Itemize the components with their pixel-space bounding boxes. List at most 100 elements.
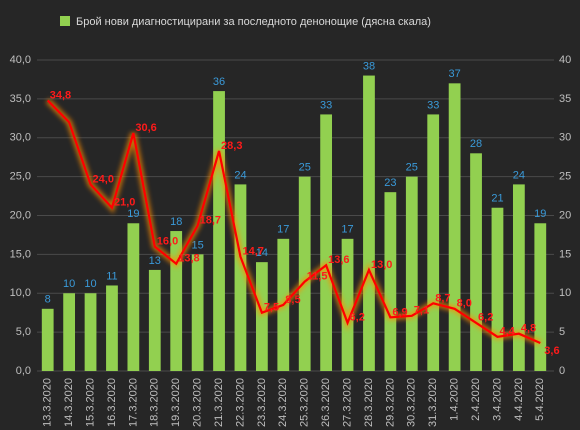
bar-value-label: 10 — [63, 278, 75, 290]
bar-value-label: 36 — [213, 76, 225, 88]
y2-tick-label: 25 — [559, 171, 571, 183]
line-value-label: 3,6 — [544, 345, 559, 357]
line-value-label: 16,0 — [157, 236, 178, 248]
x-tick-label: 19.3.2020 — [170, 378, 182, 427]
y-tick-label: 5,0 — [16, 326, 31, 338]
bar — [491, 207, 504, 371]
line-value-label: 11,5 — [307, 270, 328, 282]
x-tick-label: 13.3.2020 — [42, 378, 54, 427]
bar-value-label: 19 — [127, 208, 139, 220]
bar — [148, 269, 161, 371]
x-tick-label: 31.3.2020 — [427, 378, 439, 427]
x-tick-label: 3.4.2020 — [491, 378, 503, 421]
bar — [127, 223, 140, 371]
line-value-label: 14,7 — [242, 246, 263, 258]
bar-value-label: 17 — [341, 224, 353, 236]
legend-label: Брой нови диагностицирани за последното … — [76, 16, 431, 28]
bar — [84, 293, 97, 371]
x-tick-label: 5.4.2020 — [534, 378, 546, 421]
y2-tick-label: 30 — [559, 132, 571, 144]
line-value-label: 8,0 — [457, 298, 472, 310]
line-value-label: 21,0 — [114, 197, 135, 209]
bar — [106, 285, 118, 371]
line-value-label: 13,8 — [178, 253, 199, 265]
bar-value-label: 21 — [491, 193, 503, 205]
bar — [384, 192, 397, 371]
x-tick-label: 15.3.2020 — [84, 378, 96, 427]
bar — [512, 184, 525, 371]
x-tick-label: 25.3.2020 — [299, 378, 311, 427]
bar — [363, 75, 375, 372]
x-tick-label: 24.3.2020 — [277, 378, 289, 427]
bar-value-label: 11 — [106, 270, 117, 282]
bar — [298, 176, 311, 371]
line-value-label: 8,7 — [435, 292, 450, 304]
bar — [213, 91, 225, 371]
x-tick-label: 26.3.2020 — [320, 378, 332, 427]
bar — [41, 308, 54, 371]
bar — [170, 231, 183, 371]
bar-value-label: 15 — [192, 239, 204, 251]
y-tick-label: 35,0 — [10, 93, 31, 105]
y-tick-label: 30,0 — [10, 132, 31, 144]
bar-value-label: 33 — [320, 99, 332, 111]
y2-tick-label: 20 — [559, 209, 571, 221]
y-tick-label: 40,0 — [10, 54, 31, 66]
bar — [63, 293, 76, 371]
line-value-label: 4,4 — [499, 326, 515, 338]
line — [46, 99, 541, 345]
x-tick-label: 29.3.2020 — [384, 378, 396, 427]
line-value-label: 7,1 — [414, 305, 429, 317]
bar-value-label: 24 — [513, 169, 525, 181]
x-tick-label: 1.4.2020 — [449, 378, 461, 421]
x-tick-label: 4.4.2020 — [513, 378, 525, 421]
bar-value-label: 8 — [45, 294, 51, 306]
line-value-label: 18,7 — [200, 215, 221, 227]
bar-value-label: 17 — [277, 224, 289, 236]
y2-tick-label: 40 — [559, 54, 571, 66]
bar-value-label: 18 — [170, 216, 182, 228]
bar — [341, 238, 354, 371]
bar-value-label: 19 — [534, 208, 546, 220]
y2-tick-label: 35 — [559, 93, 571, 105]
bar-value-label: 10 — [84, 278, 96, 290]
legend-swatch — [60, 16, 70, 26]
bar-value-label: 33 — [427, 99, 439, 111]
line-value-label: 7,5 — [264, 302, 279, 314]
bar — [534, 223, 547, 371]
line-value-label: 24,0 — [93, 173, 114, 185]
x-tick-label: 16.3.2020 — [106, 378, 118, 427]
bar — [427, 114, 440, 372]
line-value-label: 28,3 — [221, 140, 242, 152]
y2-tick-label: 10 — [559, 287, 571, 299]
line-value-label: 6,2 — [350, 312, 365, 324]
x-tick-label: 22.3.2020 — [234, 378, 246, 427]
x-tick-label: 18.3.2020 — [149, 378, 161, 427]
bar — [320, 114, 333, 372]
line-value-label: 8,5 — [285, 294, 300, 306]
bar — [255, 262, 268, 371]
x-tick-label: 14.3.2020 — [63, 378, 75, 427]
y-tick-label: 20,0 — [10, 209, 31, 221]
bar-value-label: 25 — [406, 162, 418, 174]
x-tick-label: 17.3.2020 — [127, 378, 139, 427]
line-value-label: 4,8 — [521, 323, 536, 335]
y2-tick-label: 5 — [559, 326, 565, 338]
bar — [191, 254, 204, 371]
line-value-label: 34,8 — [50, 89, 71, 101]
x-tick-label: 28.3.2020 — [363, 378, 375, 427]
y2-tick-label: 0 — [559, 365, 565, 377]
bar-value-label: 37 — [449, 68, 461, 80]
x-tick-label: 20.3.2020 — [192, 378, 204, 427]
y-tick-label: 15,0 — [10, 248, 31, 260]
y-tick-label: 0,0 — [16, 365, 31, 377]
line-value-label: 30,6 — [135, 122, 156, 134]
bar-value-label: 28 — [470, 138, 482, 150]
x-tick-label: 27.3.2020 — [341, 378, 353, 427]
bar-value-label: 13 — [149, 255, 161, 267]
x-tick-label: 30.3.2020 — [406, 378, 418, 427]
bar-value-label: 14 — [256, 247, 268, 259]
x-tick-label: 21.3.2020 — [213, 378, 225, 427]
line-value-label: 6,9 — [392, 306, 407, 318]
